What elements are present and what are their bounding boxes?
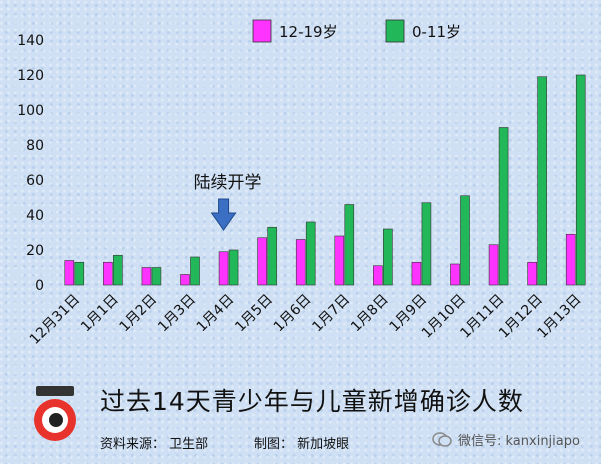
bar-child: [113, 254, 123, 286]
bar-teen: [257, 237, 267, 286]
x-tick-label: 1月4日: [194, 292, 238, 336]
bar-child: [305, 221, 316, 286]
annotation-label: 陆续开学: [194, 173, 262, 193]
bar-teen: [373, 265, 383, 286]
bar-teen: [411, 261, 422, 286]
bar-teen: [64, 260, 75, 286]
wechat-id: 微信号: kanxinjiapo: [432, 430, 580, 449]
x-tick-label: 1月8日: [348, 292, 392, 336]
brand-logo: [34, 386, 76, 441]
bar-teen: [565, 233, 576, 286]
bar-teen: [527, 261, 537, 286]
x-tick-label: 1月5日: [232, 292, 276, 336]
legend-swatch: [252, 19, 272, 43]
bar-child: [537, 76, 547, 286]
wechat-label: 微信号: kanxinjiapo: [458, 434, 580, 449]
x-tick-label: 1月7日: [309, 292, 353, 336]
bar-child: [460, 195, 470, 286]
y-tick-label: 100: [17, 103, 44, 119]
bar-child: [151, 267, 162, 286]
bar-child: [498, 127, 509, 286]
bar-teen: [450, 263, 460, 286]
annotation: 陆续开学: [194, 173, 262, 231]
bar-child: [228, 249, 239, 286]
bar-child: [267, 226, 277, 286]
bar-child: [383, 228, 393, 286]
bar-chart: 12-19岁 0-11岁 0 20 40 60 80 100 120 140 12月31日1月1…: [17, 19, 586, 348]
x-tick-label: 1月3日: [155, 292, 199, 336]
data-source: 资料来源： 卫生部: [100, 437, 209, 452]
y-tick-label: 80: [26, 138, 44, 154]
wechat-icon: [432, 431, 452, 447]
y-tick-label: 40: [26, 208, 44, 224]
y-tick-label: 60: [26, 173, 44, 189]
bar-teen: [334, 235, 345, 286]
bar-child: [74, 261, 85, 286]
legend-label: 12-19岁: [279, 23, 338, 41]
bars: [64, 74, 586, 286]
bar-teen: [103, 261, 113, 286]
x-tick-label: 1月6日: [271, 292, 315, 336]
legend: 12-19岁 0-11岁: [252, 19, 461, 43]
y-tick-label: 140: [17, 33, 44, 49]
y-tick-label: 0: [35, 278, 44, 294]
bar-teen: [218, 251, 229, 286]
y-axis: 0 20 40 60 80 100 120 140: [17, 33, 44, 294]
bar-teen: [180, 274, 190, 286]
x-tick-label: 12月31日: [27, 292, 83, 348]
y-tick-label: 20: [26, 243, 44, 259]
down-arrow-icon: [210, 198, 237, 231]
chart-credit: 制图： 新加坡眼: [254, 437, 350, 452]
bar-child: [421, 202, 432, 286]
x-tick-label: 1月2日: [117, 292, 161, 336]
bar-child: [575, 74, 586, 286]
legend-swatch: [385, 19, 405, 43]
bar-teen: [141, 267, 152, 286]
bar-teen: [488, 244, 499, 286]
x-tick-label: 1月1日: [78, 292, 122, 336]
bar-child: [344, 204, 355, 286]
y-tick-label: 120: [17, 68, 44, 84]
legend-label: 0-11岁: [412, 23, 461, 41]
bar-child: [190, 256, 200, 286]
x-axis: 12月31日1月1日1月2日1月3日1月4日1月5日1月6日1月7日1月8日1月…: [27, 292, 585, 348]
chart-title: 过去14天青少年与儿童新增确诊人数: [100, 387, 524, 416]
bar-teen: [295, 239, 306, 286]
